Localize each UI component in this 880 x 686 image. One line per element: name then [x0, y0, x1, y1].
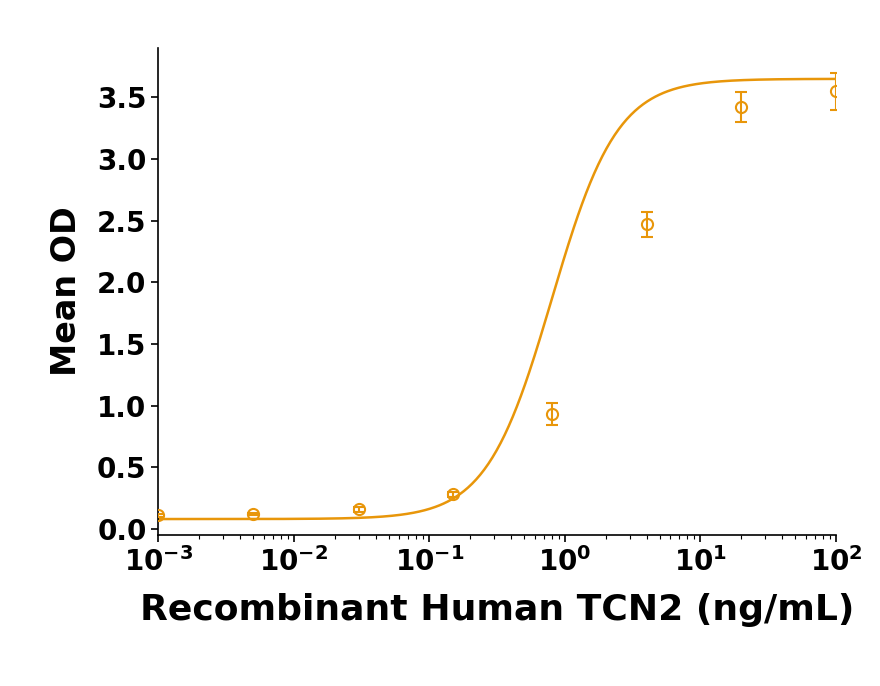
Y-axis label: Mean OD: Mean OD — [50, 206, 84, 377]
X-axis label: Recombinant Human TCN2 (ng/mL): Recombinant Human TCN2 (ng/mL) — [140, 593, 854, 628]
